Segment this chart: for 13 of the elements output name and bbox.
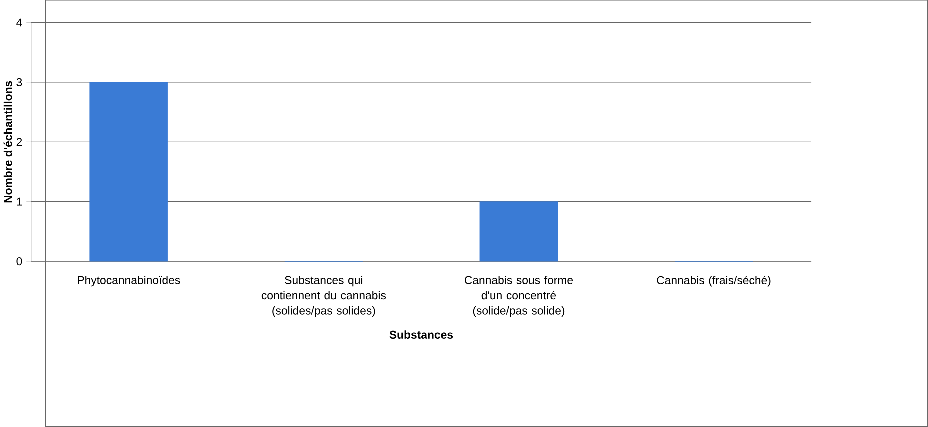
bar [90,82,168,262]
y-tick-label: 0 [16,258,22,266]
y-tick-label: 4 [16,18,22,27]
y-tick-label: 1 [17,198,22,206]
x-axis-title: Substances [390,330,454,339]
x-tick-label: Phytocannabinoïdes [78,276,180,287]
y-tick-label: 3 [16,78,22,86]
x-tick-label: Cannabis sous forme d'un concentré (solide/pas solide) [464,276,574,318]
y-axis-title: Nombre d'échantillons [4,81,12,203]
x-tick-label: Substances qui contiennent du cannabis (solides/pas solides) [262,276,386,318]
bar [480,202,558,262]
x-tick-label: Cannabis (frais/séché) [657,276,771,287]
y-tick-label: 2 [16,138,22,146]
